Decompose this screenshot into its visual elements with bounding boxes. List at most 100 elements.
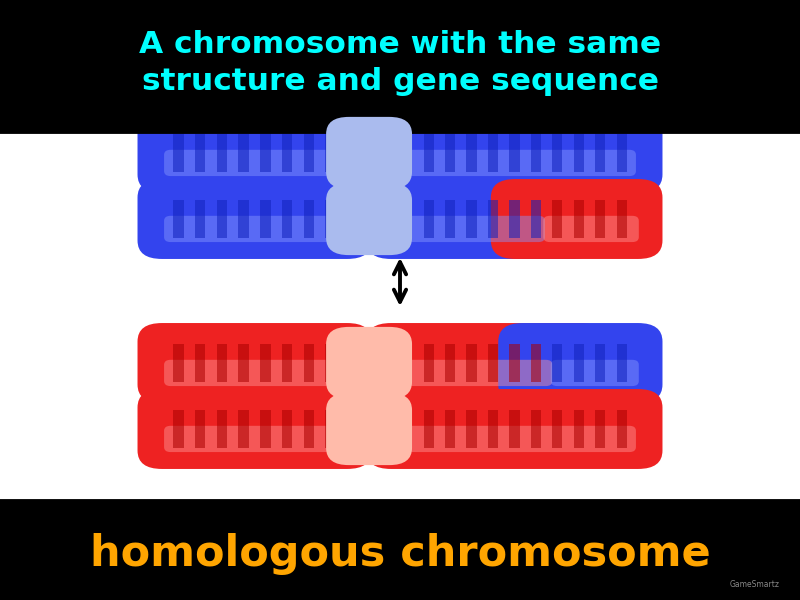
Bar [445,344,455,382]
Bar [304,410,314,448]
Bar [552,134,562,172]
Bar [260,410,270,448]
FancyBboxPatch shape [366,389,662,469]
Bar [488,134,498,172]
Bar [595,134,606,172]
Bar [195,134,206,172]
FancyBboxPatch shape [326,393,412,465]
Bar [552,410,562,448]
Bar [304,200,314,238]
Bar [574,200,584,238]
FancyBboxPatch shape [393,150,636,176]
Bar [552,344,562,382]
FancyBboxPatch shape [0,0,800,133]
Bar [531,344,541,382]
FancyBboxPatch shape [164,150,345,176]
Bar [217,200,227,238]
Bar [217,410,227,448]
Bar [217,344,227,382]
Bar [174,134,184,172]
FancyBboxPatch shape [393,426,636,452]
FancyBboxPatch shape [366,323,605,403]
Bar [595,200,606,238]
FancyBboxPatch shape [164,216,345,242]
FancyBboxPatch shape [390,216,545,242]
Bar [402,410,412,448]
Bar [510,410,519,448]
Bar [195,410,206,448]
Bar [488,344,498,382]
Bar [488,410,498,448]
Bar [595,344,606,382]
Bar [282,410,293,448]
Bar [617,344,626,382]
FancyBboxPatch shape [138,389,372,469]
Bar [174,410,184,448]
Bar [574,344,584,382]
Bar [617,410,626,448]
Bar [574,410,584,448]
FancyBboxPatch shape [366,179,598,259]
Bar [424,410,434,448]
Bar [424,134,434,172]
Bar [282,344,293,382]
Bar [466,134,477,172]
FancyBboxPatch shape [543,216,639,242]
FancyBboxPatch shape [138,179,372,259]
Bar [488,200,498,238]
Bar [531,134,541,172]
Bar [282,134,293,172]
Bar [531,200,541,238]
Bar [445,134,455,172]
Bar [445,200,455,238]
FancyBboxPatch shape [390,360,552,386]
FancyBboxPatch shape [326,327,412,399]
Bar [304,134,314,172]
Bar [326,200,336,238]
Bar [402,200,412,238]
Bar [282,200,293,238]
Text: GameSmartz: GameSmartz [730,580,780,589]
FancyBboxPatch shape [550,360,639,386]
Bar [574,134,584,172]
Bar [326,344,336,382]
Bar [217,134,227,172]
Bar [510,200,519,238]
Bar [238,344,249,382]
Bar [466,344,477,382]
Bar [466,200,477,238]
FancyBboxPatch shape [0,500,800,600]
FancyBboxPatch shape [138,113,372,193]
Bar [238,410,249,448]
Bar [617,200,626,238]
Bar [466,410,477,448]
Bar [238,200,249,238]
Bar [260,134,270,172]
FancyBboxPatch shape [164,360,345,386]
Bar [195,200,206,238]
Bar [238,134,249,172]
FancyBboxPatch shape [498,323,662,403]
Text: A chromosome with the same
structure and gene sequence: A chromosome with the same structure and… [139,30,661,96]
Bar [304,344,314,382]
Bar [402,134,412,172]
Bar [174,200,184,238]
Bar [326,410,336,448]
Bar [445,410,455,448]
FancyBboxPatch shape [366,113,662,193]
FancyBboxPatch shape [491,179,662,259]
Bar [510,134,519,172]
Text: homologous chromosome: homologous chromosome [90,533,710,575]
Bar [552,200,562,238]
FancyBboxPatch shape [326,117,412,189]
Bar [531,410,541,448]
Bar [260,344,270,382]
Bar [510,344,519,382]
FancyBboxPatch shape [326,183,412,255]
Bar [326,134,336,172]
Bar [424,344,434,382]
Bar [402,344,412,382]
FancyBboxPatch shape [138,323,372,403]
Bar [260,200,270,238]
Bar [174,344,184,382]
